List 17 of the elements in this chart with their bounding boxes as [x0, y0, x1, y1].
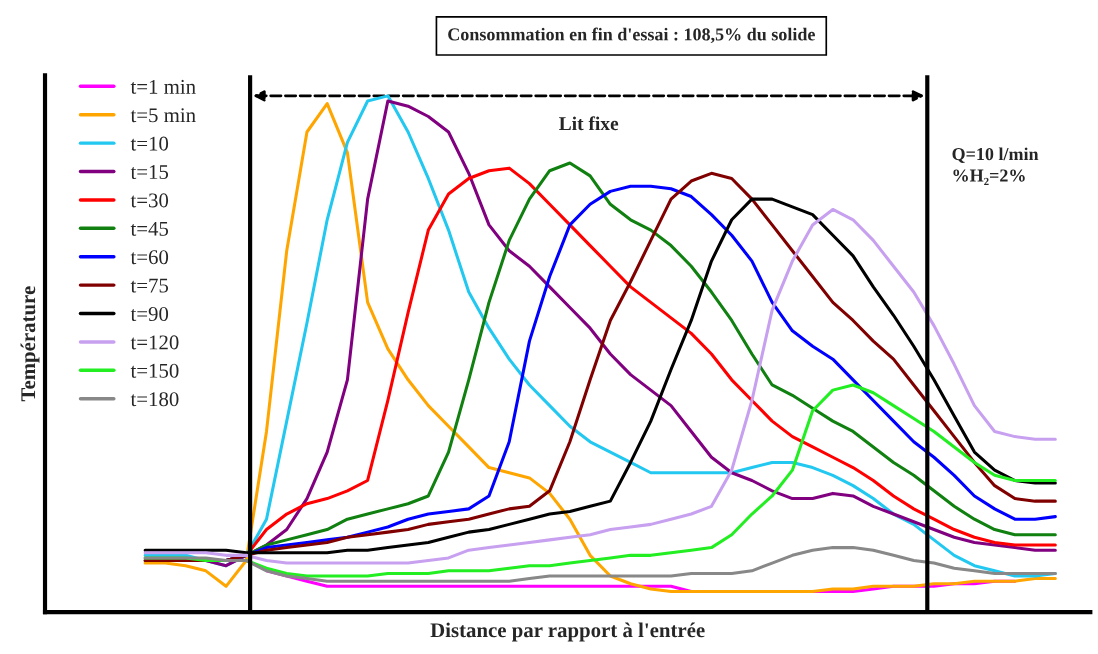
legend-label: t=150: [130, 363, 179, 378]
text: Consommation en fin d'essai : 108,5% du solide: [448, 27, 815, 44]
x-axis-title: Distance par rapport à l'entrée: [430, 622, 705, 642]
legend-label: t=90: [130, 306, 169, 321]
legend-label: t=15: [130, 165, 169, 180]
legend-label: t=45: [130, 221, 169, 236]
annotation: Q=10 l/min %H₂=2%: [952, 147, 1039, 186]
legend-label: t=5 min: [130, 108, 196, 123]
annotation: Lit fixe: [559, 116, 619, 131]
legend-label: t=120: [130, 335, 179, 350]
legend-label: t=10: [130, 136, 169, 151]
legend-label: t=75: [130, 278, 169, 293]
y-axis-title: Température: [20, 286, 40, 402]
legend-label: t=1 min: [130, 79, 196, 94]
legend-label: t=180: [130, 392, 179, 407]
legend-label: t=30: [130, 193, 169, 208]
legend-label: t=60: [130, 250, 169, 265]
